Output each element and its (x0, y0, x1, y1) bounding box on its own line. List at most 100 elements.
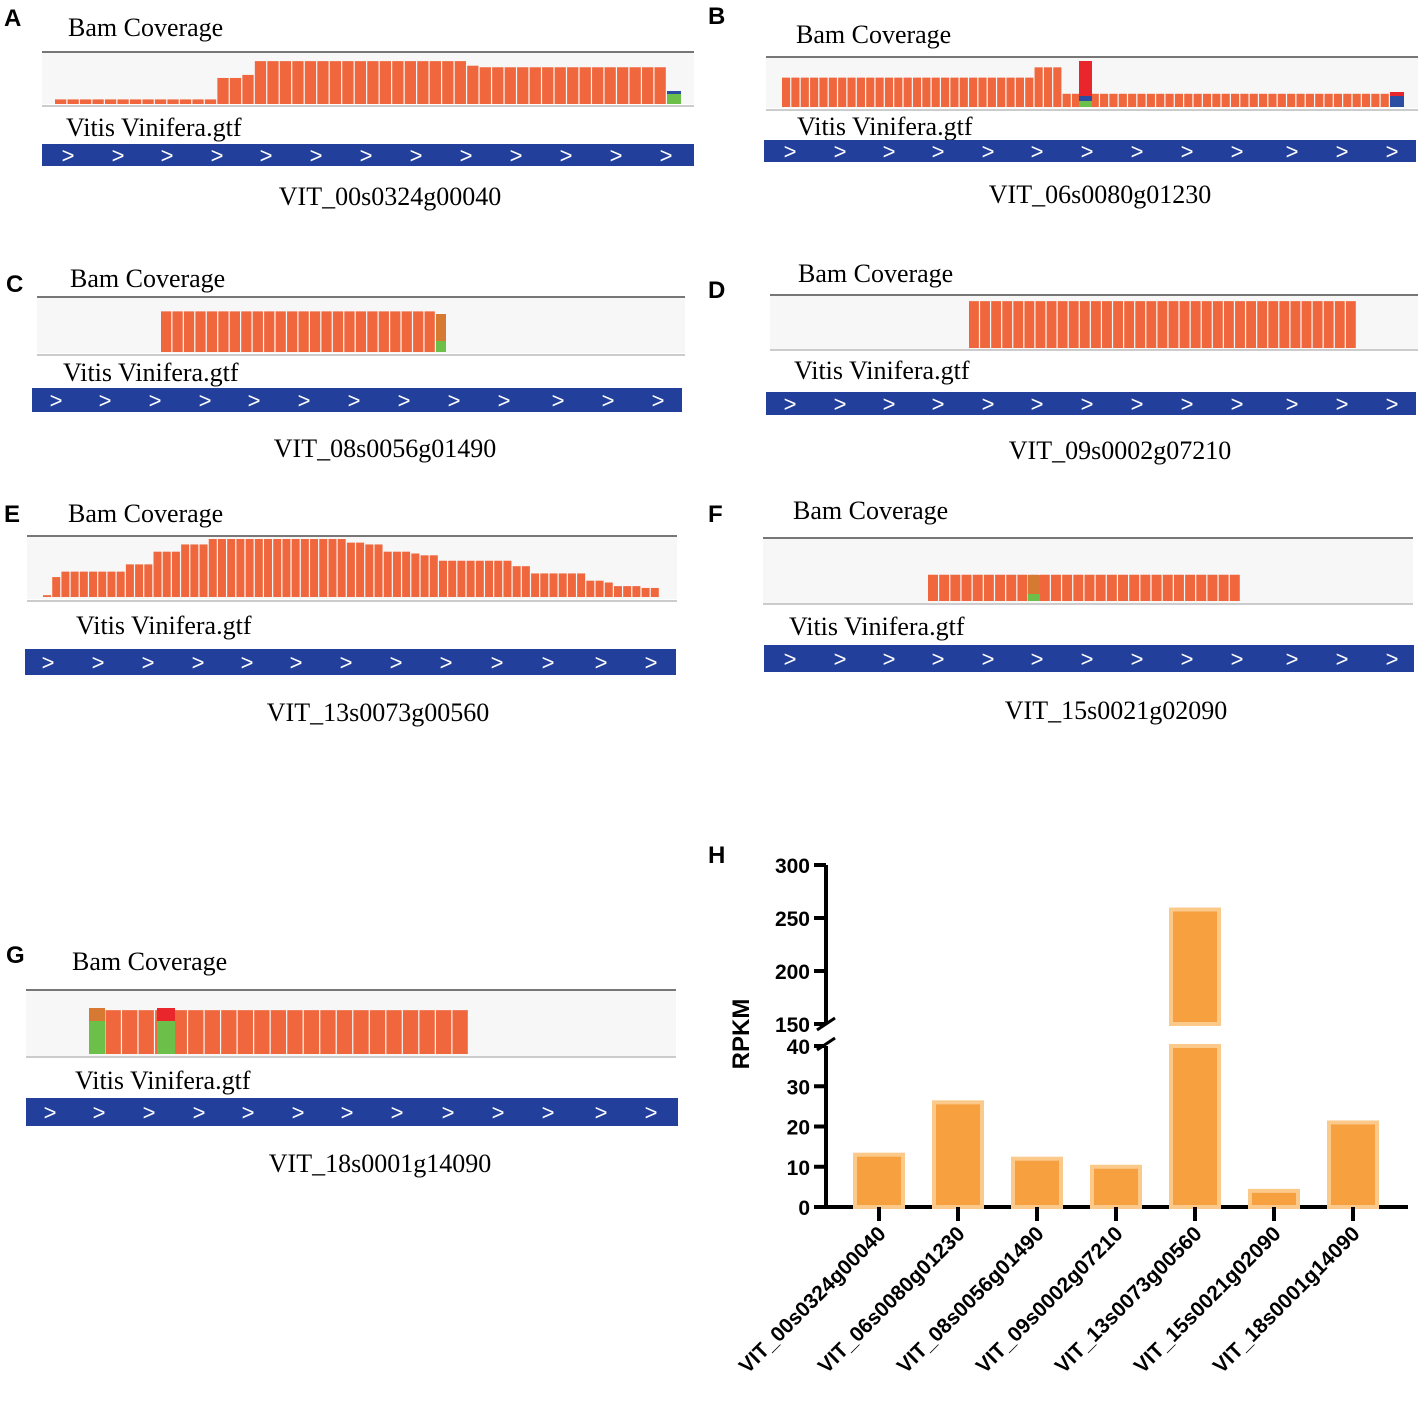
data-bar (853, 1152, 905, 1210)
strand-arrow: > (645, 1100, 658, 1125)
coverage-bar (204, 1010, 220, 1054)
data-bar-lower-segment (1169, 1044, 1221, 1209)
coverage-bar (172, 311, 183, 352)
strand-arrow: > (442, 1100, 455, 1125)
strand-arrow: > (298, 388, 311, 413)
coverage-bar (1185, 574, 1196, 601)
coverage-bar (1168, 301, 1179, 348)
coverage-bar (217, 77, 229, 104)
coverage-bar (558, 573, 567, 597)
coverage-bar (987, 77, 996, 107)
coverage-bar (287, 1010, 303, 1054)
coverage-bar (354, 61, 367, 104)
strand-arrow: > (542, 650, 555, 675)
coverage-bar (1146, 301, 1157, 348)
coverage-bar (1324, 93, 1333, 107)
coverage-bar (1079, 301, 1090, 348)
coverage-bar (810, 77, 819, 107)
coverage-bar (452, 1010, 468, 1054)
panel-letter: A (4, 5, 21, 32)
coverage-bar (161, 311, 172, 352)
coverage-bar (485, 560, 494, 597)
strand-arrow: > (1131, 647, 1144, 672)
coverage-bar (592, 67, 604, 104)
coverage-bar (579, 67, 591, 104)
coverage-bar (1102, 301, 1112, 348)
coverage-bar (492, 67, 504, 104)
annotation-track-label: Vitis Vinifera.gtf (794, 356, 970, 385)
track-title: Bam Coverage (796, 20, 951, 49)
strand-arrow: > (982, 139, 995, 164)
mismatch-bar (157, 1008, 175, 1021)
coverage-bar (1002, 301, 1013, 348)
strand-arrow: > (652, 388, 665, 413)
coverage-bar (1323, 301, 1334, 348)
strand-arrow: > (199, 388, 212, 413)
strand-arrow: > (1131, 392, 1144, 417)
gene-label: VIT_18s0001g14090 (269, 1149, 491, 1178)
y-tick-label: 10 (787, 1157, 810, 1180)
strand-arrow: > (784, 647, 797, 672)
coverage-bar (1240, 93, 1249, 107)
track-title: Bam Coverage (68, 499, 223, 528)
coverage-bar (237, 1010, 254, 1054)
annotation-track-label: Vitis Vinifera.gtf (66, 113, 242, 142)
strand-arrow: > (552, 388, 565, 413)
coverage-bar (107, 571, 116, 597)
strand-arrow: > (62, 143, 75, 168)
panel-letter: E (4, 501, 20, 528)
coverage-bar (328, 539, 337, 597)
coverage-bar (1312, 301, 1323, 348)
data-bar (1011, 1156, 1063, 1209)
mismatch-bar (667, 94, 681, 104)
x-tick-label: VIT_00s0324g00040 (735, 1222, 891, 1378)
coverage-bar (1287, 93, 1296, 107)
strand-arrow: > (310, 143, 323, 168)
coverage-bar (995, 574, 1006, 601)
gene-label: VIT_08s0056g01490 (274, 434, 496, 463)
coverage-bar (353, 1010, 369, 1054)
strand-arrow: > (391, 1100, 404, 1125)
coverage-bar (1202, 93, 1212, 107)
coverage-bar (1229, 574, 1240, 601)
coverage-bar (135, 564, 144, 597)
x-tick-label: VIT_13s0073g00560 (1051, 1222, 1207, 1378)
coverage-bar (188, 1010, 204, 1054)
coverage-bar (1221, 93, 1230, 107)
mismatch-bar (89, 1008, 105, 1021)
gene-track (25, 649, 676, 675)
coverage-bar (344, 311, 355, 352)
coverage-bar (429, 555, 438, 597)
coverage-bar (847, 77, 856, 107)
annotation-track-label: Vitis Vinifera.gtf (75, 1066, 251, 1095)
data-bar-upper-segment (1169, 907, 1221, 1027)
coverage-bar (183, 311, 195, 352)
gene-track (764, 645, 1414, 672)
annotation-track-label: Vitis Vinifera.gtf (76, 611, 252, 640)
x-tick-label: VIT_08s0056g01490 (893, 1222, 1049, 1378)
strand-arrow: > (1336, 139, 1349, 164)
strand-arrow: > (610, 143, 623, 168)
coverage-bar (218, 311, 229, 352)
strand-arrow: > (398, 388, 411, 413)
mismatch-bar (436, 341, 446, 352)
coverage-bar (1006, 574, 1017, 601)
strand-arrow: > (292, 1100, 305, 1125)
coverage-bar (303, 1010, 320, 1054)
panel-letter: H (708, 842, 725, 869)
coverage-bar (503, 560, 512, 597)
coverage-bar (356, 542, 365, 597)
strand-arrow: > (1386, 139, 1399, 164)
coverage-bar (1035, 301, 1046, 348)
y-tick-label: 300 (775, 855, 810, 878)
strand-arrow: > (1336, 647, 1349, 672)
coverage-bar (264, 539, 273, 597)
strand-arrow: > (1386, 647, 1399, 672)
coverage-bar (79, 571, 88, 597)
coverage-bar (404, 61, 417, 104)
coverage-bar (617, 67, 629, 104)
coverage-bar (153, 551, 162, 597)
coverage-bar (903, 77, 912, 107)
strand-arrow: > (149, 388, 162, 413)
